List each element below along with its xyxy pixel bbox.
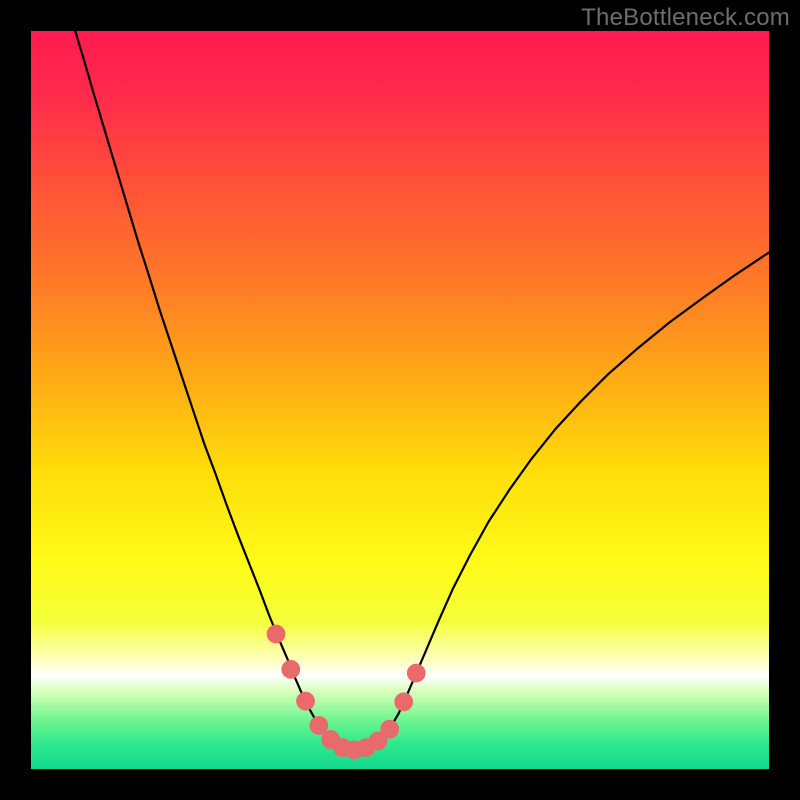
highlight-marker: [395, 693, 413, 711]
watermark-text: TheBottleneck.com: [581, 4, 790, 32]
highlight-marker: [297, 692, 315, 710]
highlight-marker: [381, 720, 399, 738]
bottleneck-chart: [31, 31, 769, 769]
highlight-marker: [310, 717, 328, 735]
highlight-marker: [282, 661, 300, 679]
highlight-marker: [407, 664, 425, 682]
chart-background: [31, 31, 769, 769]
highlight-marker: [267, 625, 285, 643]
